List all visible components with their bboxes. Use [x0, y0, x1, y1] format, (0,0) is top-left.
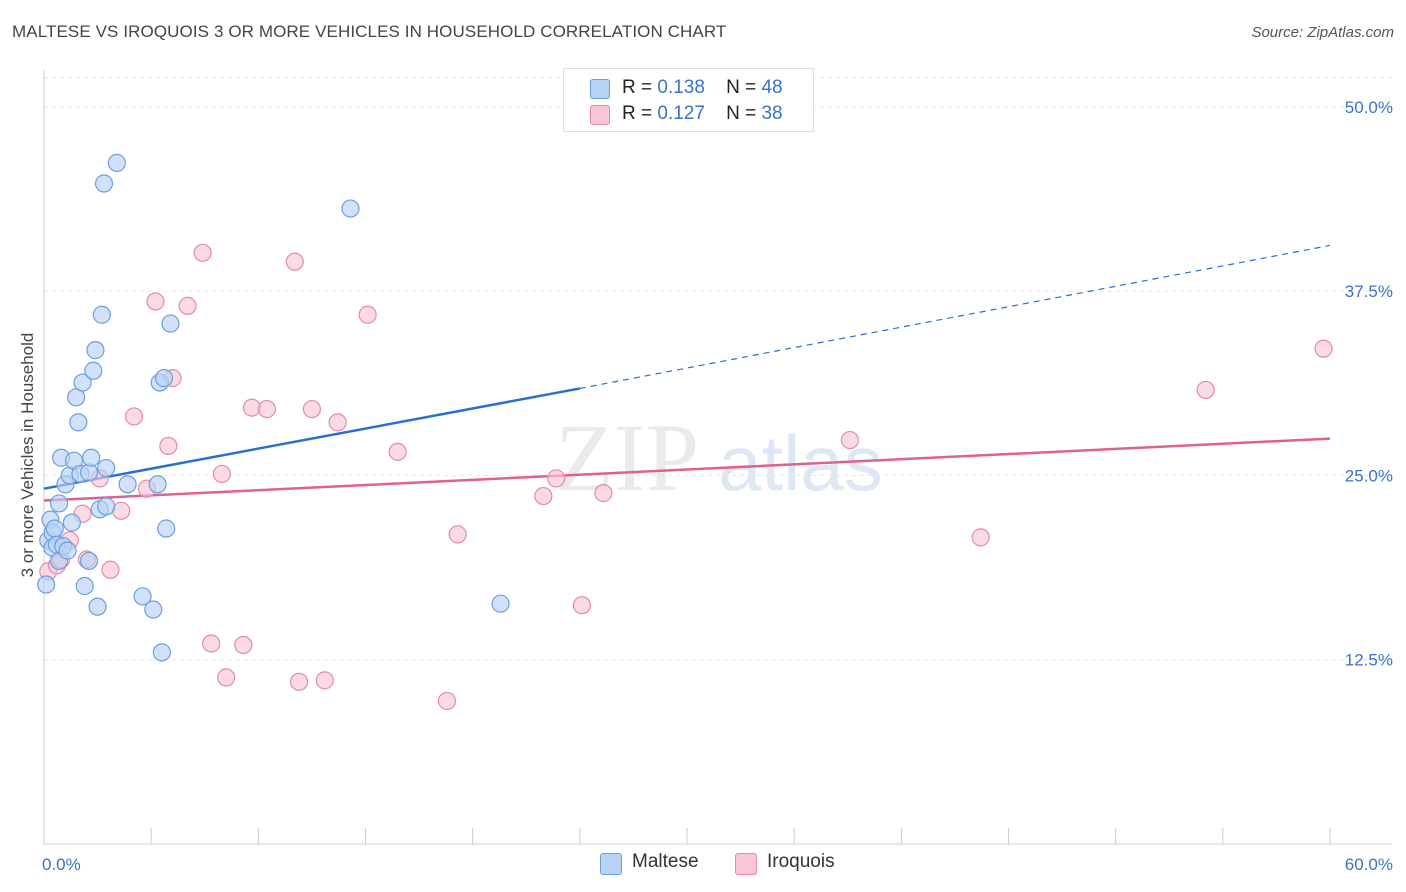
maltese-point: [148, 475, 167, 494]
gridlines: [44, 77, 1392, 661]
iroquois-point: [124, 407, 144, 426]
maltese-point: [154, 369, 174, 388]
iroquois-point: [257, 399, 277, 419]
iroquois-point: [234, 635, 253, 655]
maltese-point: [133, 587, 152, 606]
iroquois-point: [242, 398, 262, 417]
maltese-point: [97, 458, 116, 478]
legend-maltese-n-label: N =: [726, 77, 757, 98]
iroquois-point: [388, 442, 407, 461]
legend-maltese-n: 48: [761, 77, 783, 98]
iroquois-point: [437, 691, 457, 711]
iroquois-point: [971, 528, 990, 547]
maltese-point: [62, 513, 81, 532]
iroquois-point: [285, 252, 304, 271]
iroquois-point: [534, 486, 553, 506]
bottom-iroquois-label: Iroquois: [767, 851, 835, 872]
y-axis-label: 3 or more Vehicles in Household: [18, 332, 37, 578]
bottom-iroquois-swatch: [735, 853, 757, 875]
iroquois-point: [289, 672, 309, 691]
maltese-point: [152, 643, 171, 662]
legend-iroquois-n: 38: [761, 103, 783, 124]
legend-iroquois-r: 0.127: [657, 103, 705, 124]
maltese-point: [79, 551, 99, 571]
y-tick-label: 25.0%: [1345, 466, 1393, 485]
trendlines: [43, 244, 1331, 502]
maltese-point: [84, 361, 103, 380]
bottom-maltese-swatch: [600, 853, 622, 875]
axes: [43, 70, 1392, 845]
x-tick-label: 0.0%: [42, 855, 81, 874]
iroquois-point: [146, 292, 165, 311]
maltese-point: [161, 314, 180, 333]
iroquois-point: [101, 560, 120, 579]
iroquois-point: [202, 634, 221, 653]
iroquois-point: [302, 399, 322, 419]
maltese-point: [75, 576, 94, 596]
iroquois-point: [840, 430, 859, 450]
maltese-swatch: [590, 79, 610, 99]
maltese-trendline: [43, 387, 581, 490]
y-tick-label: 50.0%: [1345, 98, 1393, 117]
data-points: [37, 153, 1333, 711]
x-tick-label: 60.0%: [1345, 855, 1393, 874]
maltese-trendline-extension: [579, 244, 1331, 390]
iroquois-point: [217, 668, 236, 687]
iroquois-point: [159, 436, 178, 456]
iroquois-point: [594, 484, 613, 503]
iroquois-point: [112, 501, 131, 520]
iroquois-point: [572, 596, 592, 615]
iroquois-point: [315, 671, 334, 690]
iroquois-swatch: [590, 105, 610, 125]
iroquois-trendline: [43, 437, 1331, 502]
iroquois-point: [212, 464, 231, 484]
bottom-maltese-label: Maltese: [632, 851, 699, 872]
maltese-point: [491, 594, 510, 613]
maltese-point: [69, 413, 88, 432]
legend-maltese-r-label: R =: [622, 77, 653, 98]
legend-box: R = 0.138 N = 48 R = 0.127 N = 38: [563, 68, 814, 132]
watermark-zip: ZIP: [555, 404, 699, 511]
iroquois-point: [193, 243, 212, 262]
maltese-point: [86, 341, 105, 360]
maltese-point: [94, 174, 114, 193]
iroquois-point: [358, 305, 377, 324]
maltese-point: [157, 519, 176, 538]
maltese-point: [58, 541, 77, 560]
legend-iroquois-n-label: N =: [726, 103, 757, 124]
legend-maltese-r: 0.138: [657, 77, 705, 98]
iroquois-point: [547, 469, 566, 488]
y-tick-label: 37.5%: [1345, 282, 1393, 301]
maltese-point: [118, 475, 137, 494]
maltese-point: [37, 575, 56, 594]
iroquois-point: [328, 413, 347, 432]
maltese-point: [97, 497, 116, 516]
legend-iroquois-r-label: R =: [622, 103, 653, 124]
iroquois-point: [1196, 380, 1215, 400]
maltese-point: [107, 153, 126, 172]
maltese-point: [144, 600, 163, 619]
maltese-point: [49, 494, 69, 513]
chart-title: MALTESE VS IROQUOIS 3 OR MORE VEHICLES I…: [12, 22, 727, 41]
iroquois-point: [178, 296, 197, 315]
maltese-point: [341, 199, 360, 218]
y-tick-label: 12.5%: [1345, 651, 1393, 670]
tick-labels: 12.5% 25.0% 37.5% 50.0% 0.0% 60.0%: [42, 98, 1393, 874]
maltese-point: [82, 448, 101, 467]
iroquois-point: [448, 525, 467, 544]
maltese-point: [73, 373, 92, 392]
maltese-point: [88, 597, 107, 616]
source-label: Source: ZipAtlas.com: [1251, 24, 1394, 41]
maltese-point: [45, 519, 64, 538]
maltese-point: [92, 305, 111, 324]
iroquois-point: [1314, 339, 1333, 358]
